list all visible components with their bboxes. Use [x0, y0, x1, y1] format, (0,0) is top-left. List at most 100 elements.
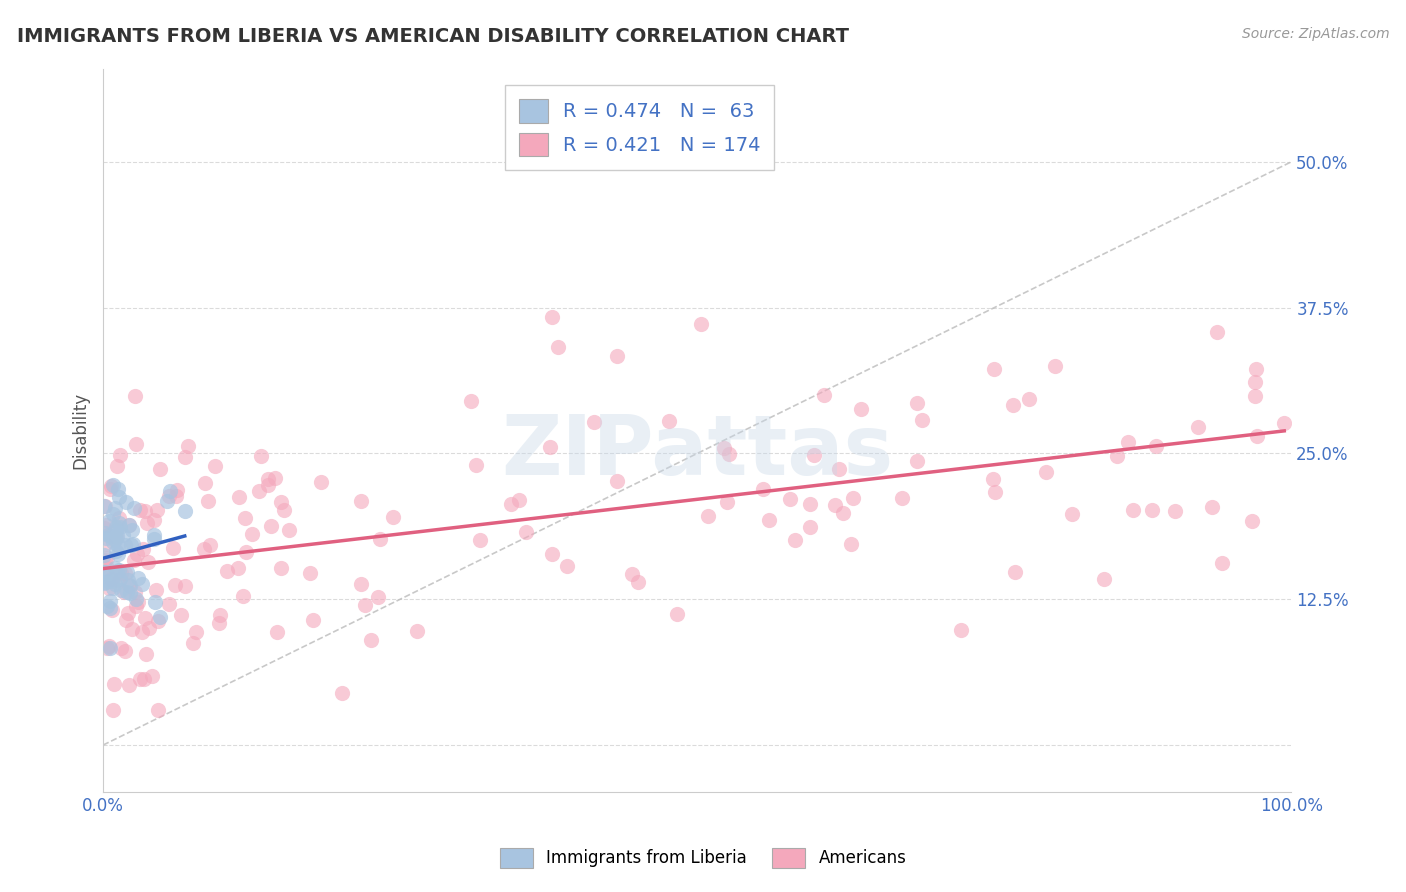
Point	[173, 504, 195, 518]
Point	[136, 516, 159, 531]
Point	[460, 394, 482, 409]
Point	[100, 482, 122, 496]
Point	[110, 566, 132, 580]
Legend: R = 0.474   N =  63, R = 0.421   N = 174: R = 0.474 N = 63, R = 0.421 N = 174	[505, 86, 775, 169]
Point	[149, 610, 172, 624]
Point	[208, 615, 231, 630]
Point	[105, 459, 128, 474]
Point	[100, 529, 122, 543]
Point	[103, 677, 125, 691]
Point	[104, 533, 127, 548]
Point	[515, 524, 537, 539]
Point	[104, 501, 127, 516]
Point	[101, 534, 124, 549]
Point	[905, 453, 928, 467]
Point	[142, 533, 165, 547]
Point	[120, 538, 142, 552]
Point	[157, 597, 180, 611]
Point	[264, 471, 287, 485]
Point	[100, 600, 122, 615]
Point	[111, 527, 134, 541]
Point	[368, 533, 391, 547]
Point	[813, 387, 835, 401]
Point	[96, 641, 118, 656]
Point	[231, 589, 253, 603]
Point	[470, 533, 492, 547]
Point	[583, 416, 606, 430]
Point	[108, 563, 131, 577]
Point	[97, 514, 120, 528]
Point	[1004, 565, 1026, 579]
Point	[112, 585, 135, 599]
Point	[125, 599, 148, 614]
Point	[1211, 557, 1233, 571]
Point	[101, 574, 124, 589]
Point	[983, 362, 1005, 376]
Point	[257, 478, 280, 492]
Point	[98, 594, 121, 608]
Point	[124, 501, 146, 516]
Point	[501, 497, 523, 511]
Point	[547, 340, 569, 354]
Point	[839, 537, 862, 551]
Point	[118, 586, 141, 600]
Point	[115, 565, 138, 579]
Point	[690, 318, 713, 332]
Point	[1035, 465, 1057, 479]
Point	[117, 574, 139, 588]
Point	[103, 560, 125, 574]
Point	[131, 576, 153, 591]
Point	[107, 511, 129, 525]
Point	[349, 494, 371, 508]
Point	[108, 573, 131, 587]
Point	[110, 583, 132, 598]
Point	[1105, 449, 1128, 463]
Point	[96, 599, 118, 613]
Point	[117, 518, 139, 533]
Point	[165, 489, 187, 503]
Point	[354, 598, 377, 612]
Point	[240, 527, 263, 541]
Point	[108, 491, 131, 505]
Point	[124, 585, 146, 599]
Point	[849, 402, 872, 417]
Point	[197, 493, 219, 508]
Point	[301, 613, 323, 627]
Point	[118, 578, 141, 592]
Point	[783, 533, 806, 548]
Point	[799, 497, 821, 511]
Point	[1018, 392, 1040, 406]
Point	[228, 490, 250, 504]
Point	[381, 510, 404, 524]
Point	[555, 559, 578, 574]
Point	[257, 472, 280, 486]
Point	[758, 512, 780, 526]
Point	[134, 504, 156, 518]
Point	[658, 414, 681, 428]
Point	[1187, 420, 1209, 434]
Point	[181, 636, 204, 650]
Point	[134, 672, 156, 686]
Point	[94, 566, 117, 580]
Point	[149, 462, 172, 476]
Point	[115, 495, 138, 509]
Point	[93, 575, 115, 590]
Point	[97, 527, 120, 541]
Point	[1002, 399, 1025, 413]
Point	[1140, 503, 1163, 517]
Point	[266, 624, 288, 639]
Point	[131, 541, 153, 556]
Point	[93, 566, 115, 580]
Point	[114, 538, 136, 552]
Point	[1244, 375, 1267, 389]
Point	[121, 623, 143, 637]
Point	[177, 439, 200, 453]
Point	[803, 448, 825, 462]
Point	[97, 639, 120, 653]
Point	[124, 389, 146, 403]
Point	[156, 494, 179, 508]
Point	[1201, 500, 1223, 514]
Point	[93, 576, 115, 591]
Point	[117, 585, 139, 599]
Point	[891, 491, 914, 506]
